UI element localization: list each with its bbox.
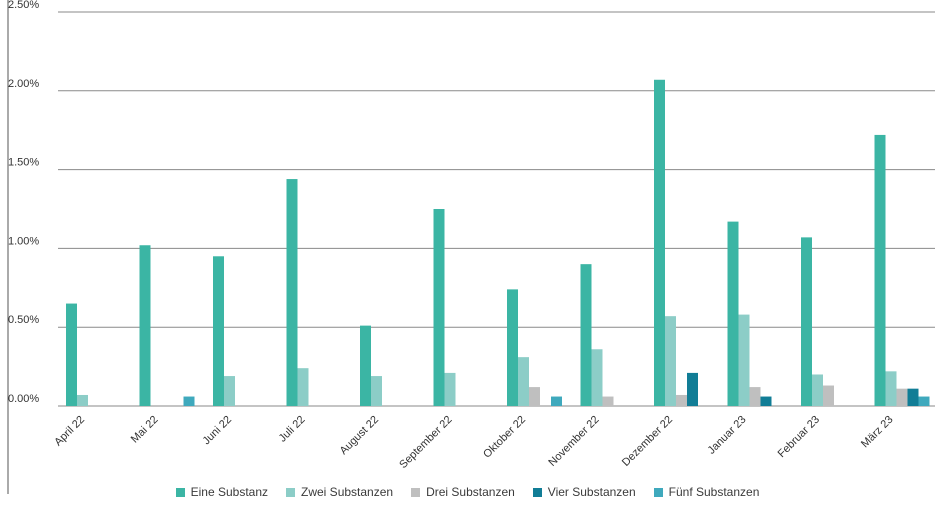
bar (371, 376, 382, 406)
gridlines (58, 11, 935, 407)
bar (665, 316, 676, 406)
legend-item: Vier Substanzen (532, 485, 636, 499)
bar (360, 325, 371, 406)
bar (433, 209, 445, 406)
bar (874, 134, 886, 407)
legend-label: Vier Substanzen (547, 485, 636, 499)
bar (749, 387, 761, 406)
bar (297, 368, 309, 406)
x-tick-label: Juni 22 (201, 414, 235, 448)
x-tick-label: Dezember 22 (620, 414, 675, 469)
bar (907, 388, 919, 406)
x-tick-label: Oktober 22 (481, 414, 528, 461)
y-tick-label: 0.00% (8, 393, 39, 405)
bar (812, 374, 823, 406)
x-tick-label: September 22 (397, 414, 454, 471)
x-tick-label: April 22 (52, 414, 87, 449)
bar (529, 387, 540, 406)
bars (66, 79, 930, 407)
legend-swatch (411, 487, 421, 497)
legend-item: Zwei Substanzen (286, 485, 393, 499)
bar (760, 396, 772, 406)
legend-item: Fünf Substanzen (653, 485, 760, 499)
y-tick-label: 1.00% (8, 235, 39, 247)
bar (591, 349, 603, 406)
bar (580, 264, 592, 406)
bar (183, 396, 195, 406)
bar (654, 79, 665, 406)
bar (918, 396, 930, 406)
y-axis-tick-labels: 0.00% 0.50% 1.00% 1.50% 2.00% 2.50% (8, 0, 39, 405)
y-tick-label: 0.50% (8, 314, 39, 326)
bar (727, 221, 739, 406)
bar (444, 372, 456, 406)
legend-item: Drei Substanzen (411, 485, 515, 499)
bar (676, 394, 687, 406)
legend-label: Drei Substanzen (426, 485, 515, 499)
bar (823, 385, 834, 406)
y-tick-label: 1.50% (8, 157, 39, 169)
legend-swatch (286, 487, 296, 497)
bar (551, 396, 562, 406)
bar (801, 237, 812, 406)
legend-label: Eine Substanz (190, 485, 269, 499)
y-tick-label: 2.00% (8, 78, 39, 90)
x-tick-label: Mai 22 (129, 414, 161, 446)
x-tick-label: August 22 (338, 414, 382, 458)
legend-label: Fünf Substanzen (668, 485, 760, 499)
legend-item: Eine Substanz (175, 485, 269, 499)
x-tick-label: März 23 (859, 414, 896, 451)
bar (77, 394, 88, 406)
x-tick-label: Juli 22 (277, 414, 308, 445)
legend-label: Zwei Substanzen (301, 485, 394, 499)
bar (224, 376, 235, 406)
legend-swatch (175, 487, 185, 497)
x-tick-label: Januar 23 (706, 414, 749, 457)
legend: Eine Substanz Zwei Substanzen Drei Substan… (0, 482, 935, 502)
bar (896, 388, 908, 406)
x-tick-label: Februar 23 (776, 414, 823, 461)
y-tick-label: 2.50% (8, 0, 39, 11)
bar (286, 179, 298, 406)
bar (139, 245, 151, 406)
bar (518, 357, 529, 406)
legend-swatch (653, 487, 663, 497)
bar (885, 371, 897, 406)
bar (66, 303, 77, 406)
bar (602, 396, 614, 406)
legend-swatch (532, 487, 542, 497)
x-axis-tick-labels: April 22 Mai 22 Juni 22 Juli 22 August 22 Sep… (52, 414, 895, 471)
x-tick-label: November 22 (546, 414, 601, 469)
bar (738, 314, 750, 406)
bar (687, 372, 698, 406)
bar (507, 289, 518, 406)
bar (213, 256, 224, 406)
